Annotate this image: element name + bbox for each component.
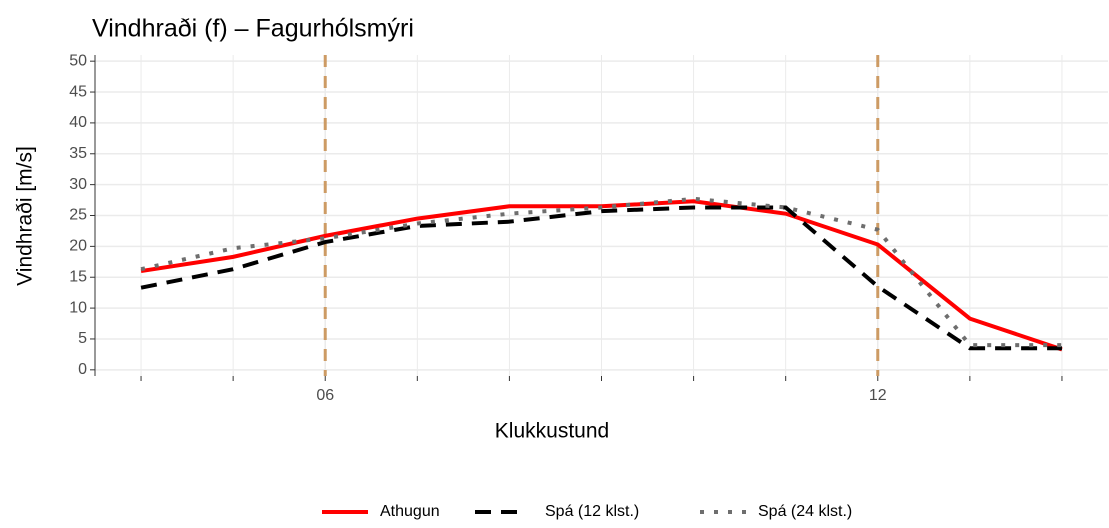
- y-tick-label: 35: [69, 145, 87, 162]
- legend-label: Spá (12 klst.): [545, 503, 639, 520]
- y-tick-label: 0: [78, 361, 87, 378]
- y-tick-label: 30: [69, 176, 87, 193]
- legend-label: Spá (24 klst.): [758, 503, 852, 520]
- legend-label: Athugun: [380, 503, 440, 520]
- y-tick-label: 20: [69, 238, 87, 255]
- y-tick-label: 25: [69, 207, 87, 224]
- x-tick-label: 12: [869, 387, 887, 404]
- x-axis-label: Klukkustund: [495, 420, 609, 443]
- x-tick-label: 06: [316, 387, 334, 404]
- line-series: [140, 196, 1062, 348]
- y-tick-label: 15: [69, 268, 87, 285]
- y-tick-label: 50: [69, 52, 87, 69]
- line-series: [140, 205, 1062, 351]
- y-tick-label: 40: [69, 114, 87, 131]
- y-tick-label: 10: [69, 299, 87, 316]
- y-tick-label: 5: [78, 330, 87, 347]
- y-axis-label: Vindhraði [m/s]: [14, 146, 37, 286]
- chart-title: Vindhraði (f) – Fagurhólsmýri: [92, 15, 414, 43]
- y-tick-label: 45: [69, 83, 87, 100]
